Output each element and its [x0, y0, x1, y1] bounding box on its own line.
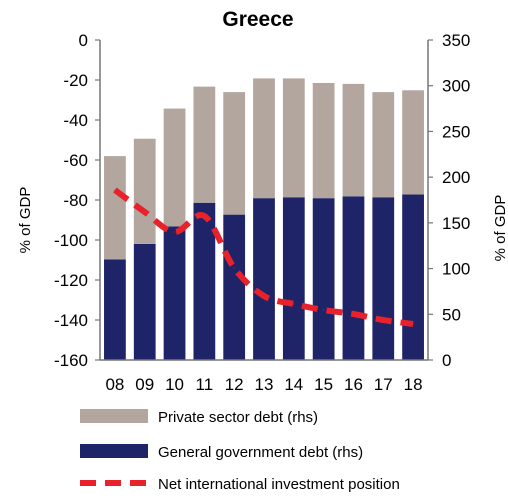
x-tick-label: 11: [196, 375, 214, 394]
y-right-tick-label: 300: [442, 77, 470, 96]
net-iip-point-08: [114, 189, 116, 191]
net-iip-point-12: [233, 267, 235, 269]
bar-private-11: [193, 86, 216, 203]
y-axis-right-label: % of GDP: [492, 195, 508, 262]
bar-government-08: [104, 259, 126, 360]
y-left-tick-label: -100: [54, 231, 88, 250]
legend-label: Net international investment position: [158, 476, 400, 493]
bar-government-15: [312, 198, 335, 360]
bar-government-14: [282, 197, 305, 360]
bar-government-18: [402, 194, 424, 360]
legend-swatch: [80, 444, 148, 458]
ticks-layer: 0 -20 -40 -60 -80 -100 -120 -140 -160 350 300 250 20…: [54, 31, 470, 394]
legend-label: Private sector debt (rhs): [158, 409, 318, 426]
bar-government-16: [342, 196, 365, 360]
x-tick-label: 17: [374, 375, 393, 394]
bar-private-18: [402, 90, 424, 195]
y-right-tick-label: 250: [442, 122, 470, 141]
x-tick-label: 14: [284, 375, 303, 394]
x-tick-label: 18: [404, 375, 423, 394]
x-tick-label: 12: [225, 375, 244, 394]
y-left-tick-label: -60: [63, 151, 88, 170]
net-iip-point-13: [263, 295, 265, 297]
y-right-tick-label: 50: [442, 305, 461, 324]
y-left-tick-label: -160: [54, 351, 88, 370]
y-right-tick-label: 150: [442, 214, 470, 233]
bar-government-09: [133, 243, 156, 360]
legend: Private sector debt (rhs) General governm…: [80, 409, 400, 493]
bar-private-13: [253, 78, 275, 199]
net-iip-point-10: [174, 231, 176, 233]
x-tick-label: 13: [255, 375, 274, 394]
bar-private-17: [372, 92, 395, 198]
net-iip-point-14: [293, 303, 295, 305]
bar-private-15: [312, 82, 335, 199]
y-left-tick-label: -80: [63, 191, 88, 210]
bar-private-16: [342, 83, 365, 197]
bar-government-13: [253, 198, 275, 360]
y-right-tick-label: 100: [442, 260, 470, 279]
net-iip-point-18: [412, 323, 414, 325]
chart-title: Greece: [222, 8, 293, 31]
y-left-tick-label: -140: [54, 311, 88, 330]
bar-government-10: [163, 226, 186, 360]
net-iip-point-17: [382, 319, 384, 321]
x-tick-label: 08: [105, 375, 124, 394]
y-left-tick-label: -40: [63, 111, 88, 130]
line-layer: [113, 187, 414, 327]
x-tick-label: 10: [165, 375, 184, 394]
x-tick-label: 16: [344, 375, 363, 394]
net-iip-point-09: [144, 211, 146, 213]
net-iip-point-11: [203, 215, 205, 217]
y-left-tick-label: -120: [54, 271, 88, 290]
bar-private-12: [223, 92, 246, 215]
bar-private-09: [133, 138, 156, 244]
net-iip-point-16: [352, 313, 354, 315]
bar-government-17: [372, 197, 395, 360]
y-left-tick-label: -20: [63, 71, 88, 90]
bar-private-10: [163, 108, 186, 227]
legend-label: General government debt (rhs): [158, 444, 363, 461]
bar-government-12: [223, 214, 246, 360]
x-tick-label: 09: [135, 375, 154, 394]
y-right-tick-label: 0: [442, 351, 451, 370]
bar-government-11: [193, 202, 216, 360]
bars-layer: [104, 78, 424, 360]
y-right-tick-label: 200: [442, 168, 470, 187]
y-left-tick-label: 0: [79, 31, 88, 50]
bar-private-08: [104, 156, 126, 260]
x-tick-label: 15: [314, 375, 333, 394]
y-right-tick-label: 350: [442, 31, 470, 50]
legend-swatch: [80, 409, 148, 423]
net-iip-point-15: [323, 309, 325, 311]
bar-private-14: [282, 78, 305, 198]
y-axis-left-label: % of GDP: [17, 187, 34, 254]
